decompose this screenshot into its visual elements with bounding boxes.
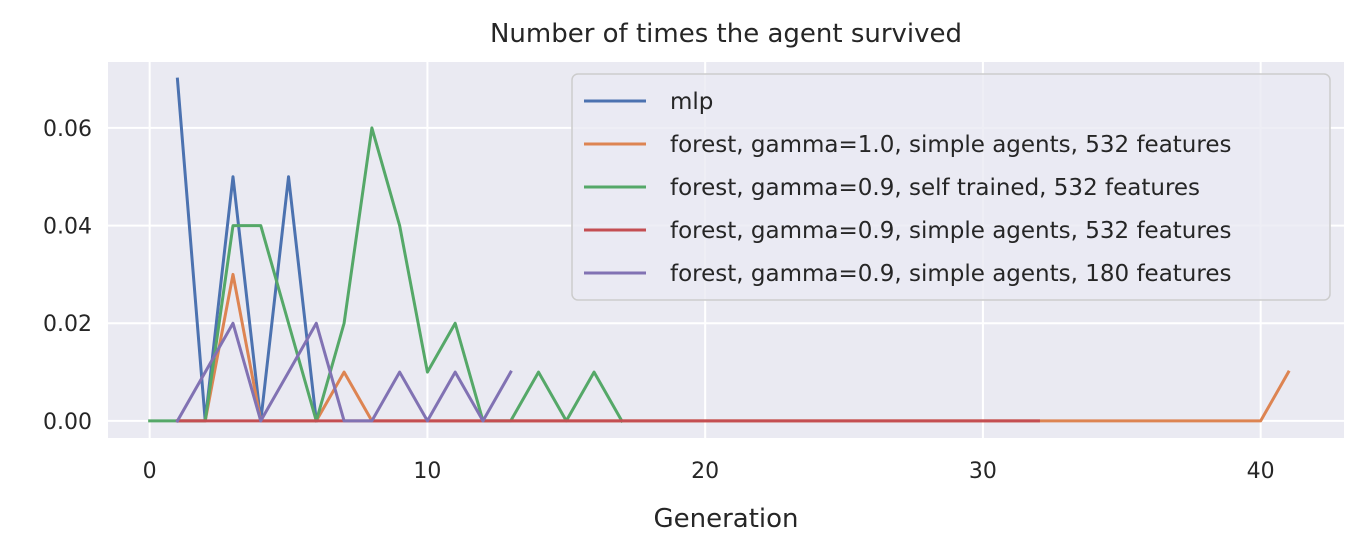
x-tick-label: 30 (969, 459, 997, 484)
x-tick-label: 40 (1247, 459, 1275, 484)
x-tick-labels: 0 10 20 30 40 (143, 459, 1275, 484)
legend-label-4: forest, gamma=0.9, simple agents, 532 fe… (670, 218, 1231, 244)
y-tick-labels: 0.00 0.02 0.04 0.06 (43, 117, 92, 435)
x-axis-label: Generation (653, 504, 798, 534)
legend: mlp forest, gamma=1.0, simple agents, 532… (571, 73, 1331, 301)
legend-label-3: forest, gamma=0.9, self trained, 532 fea… (670, 175, 1200, 201)
x-tick-label: 20 (691, 459, 719, 484)
series-line-5 (175, 321, 513, 423)
x-tick-label: 10 (413, 459, 441, 484)
y-tick-label: 0.04 (43, 215, 92, 240)
x-tick-label: 0 (143, 459, 157, 484)
legend-label-1: mlp (670, 89, 713, 115)
y-tick-label: 0.02 (43, 312, 92, 337)
legend-label-2: forest, gamma=1.0, simple agents, 532 fe… (670, 132, 1231, 158)
series-lines (148, 77, 1291, 423)
series-line-3 (148, 126, 624, 423)
series-line-1 (175, 77, 318, 423)
legend-box (571, 73, 1331, 301)
chart-title: Number of times the agent survived (490, 19, 962, 49)
y-tick-label: 0.06 (43, 117, 92, 142)
legend-label-5: forest, gamma=0.9, simple agents, 180 fe… (670, 261, 1231, 287)
y-tick-label: 0.00 (43, 410, 92, 435)
